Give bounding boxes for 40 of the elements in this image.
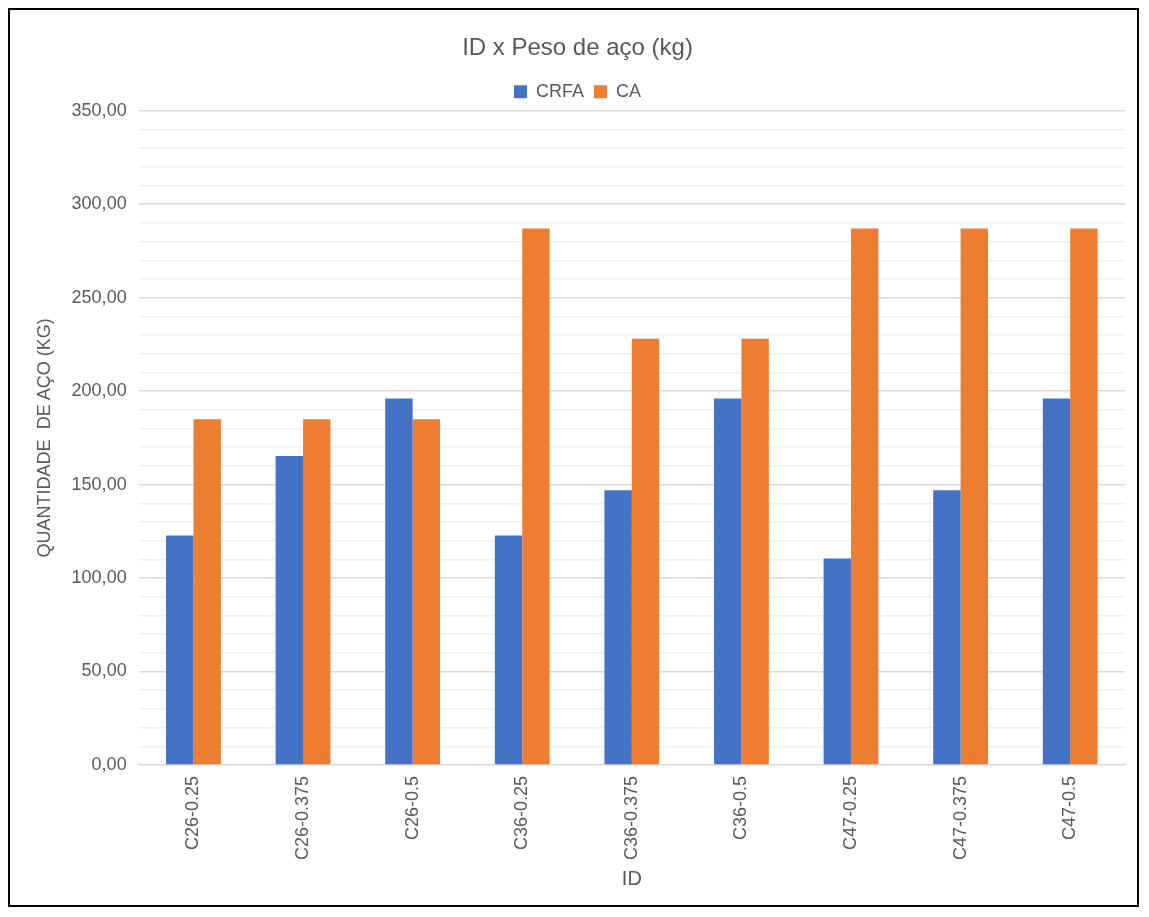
- legend-label: CA: [616, 80, 642, 101]
- bar: [412, 419, 441, 765]
- x-tick-label: C47-0.25: [839, 775, 860, 850]
- y-tick-label: 100,00: [71, 567, 127, 588]
- y-tick-label: 0,00: [91, 753, 127, 774]
- y-tick-label: 50,00: [81, 660, 127, 681]
- legend-label: CRFA: [535, 80, 585, 101]
- y-axis-title: QUANTIDADE DE AÇO (KG): [33, 318, 54, 558]
- bar: [303, 419, 331, 765]
- x-tick-label: C36-0.25: [511, 775, 532, 850]
- bar: [1070, 228, 1098, 765]
- bar: [275, 456, 304, 765]
- y-tick-label: 250,00: [71, 286, 127, 307]
- bar: [851, 228, 879, 765]
- y-tick-label: 200,00: [71, 380, 127, 401]
- bar: [823, 558, 852, 765]
- bar: [522, 228, 550, 765]
- x-tick-label: C47-0.375: [949, 775, 970, 860]
- bar: [960, 228, 989, 765]
- bar: [604, 490, 632, 765]
- bar: [385, 398, 413, 765]
- x-tick-label: C26-0.25: [182, 775, 203, 850]
- bar: [714, 398, 742, 765]
- chart-title: ID x Peso de aço (kg): [462, 33, 693, 61]
- y-tick-label: 350,00: [71, 99, 127, 120]
- y-tick-label: 150,00: [71, 473, 127, 494]
- x-axis-title: ID: [621, 866, 642, 889]
- y-tick-label: 300,00: [71, 193, 127, 214]
- x-tick-label: C26-0.5: [401, 775, 422, 840]
- bar: [166, 535, 194, 765]
- bar: [631, 338, 660, 765]
- bar: [933, 490, 961, 765]
- bar: [741, 338, 769, 765]
- x-tick-label: C36-0.5: [730, 775, 751, 840]
- bar: [1042, 398, 1071, 765]
- x-tick-label: C47-0.5: [1059, 775, 1080, 840]
- x-tick-label: C26-0.375: [292, 775, 313, 860]
- bar: [193, 419, 221, 765]
- x-tick-label: C36-0.375: [620, 775, 641, 860]
- bar: [494, 535, 523, 765]
